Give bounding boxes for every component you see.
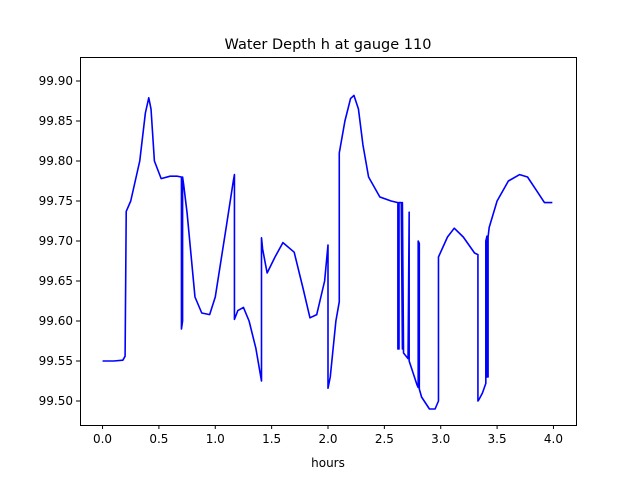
y-tick-label: 99.80 bbox=[39, 154, 73, 168]
y-tick-label: 99.75 bbox=[39, 194, 73, 208]
plot-area: 0.0 0.5 1.0 1.5 2.0 2.5 3.0 3.5 4.0 99.5099.5599… bbox=[39, 57, 577, 446]
x-tick-label: 0.5 bbox=[149, 432, 168, 446]
x-tick-label: 4.0 bbox=[544, 432, 563, 446]
x-tick-label: 0.0 bbox=[93, 432, 112, 446]
chart-title: Water Depth h at gauge 110 bbox=[225, 37, 432, 53]
x-tick-label: 2.5 bbox=[375, 432, 394, 446]
y-tick-label: 99.70 bbox=[39, 234, 73, 248]
x-tick-label: 3.5 bbox=[488, 432, 507, 446]
x-axis-label: hours bbox=[311, 456, 345, 470]
y-tick-label: 99.50 bbox=[39, 394, 73, 408]
y-tick-label: 99.65 bbox=[39, 274, 73, 288]
y-tick-label: 99.85 bbox=[39, 114, 73, 128]
x-tick-label: 2.0 bbox=[318, 432, 337, 446]
x-tick-label: 3.0 bbox=[431, 432, 450, 446]
series-line-1 bbox=[102, 94, 553, 410]
y-axis: 99.50 99.55 99.60 99.65 99.70 99.75 99.80 99.85… bbox=[39, 74, 80, 408]
y-tick-label: 99.55 bbox=[39, 354, 73, 368]
y-tick-label: 99.60 bbox=[39, 314, 73, 328]
y-tick-label: 99.90 bbox=[39, 74, 73, 88]
x-tick-label: 1.5 bbox=[262, 432, 281, 446]
series-layer bbox=[102, 94, 553, 410]
x-axis: 0.0 0.5 1.0 1.5 2.0 2.5 3.0 3.5 4.0 bbox=[93, 425, 563, 446]
x-tick-label: 1.0 bbox=[206, 432, 225, 446]
